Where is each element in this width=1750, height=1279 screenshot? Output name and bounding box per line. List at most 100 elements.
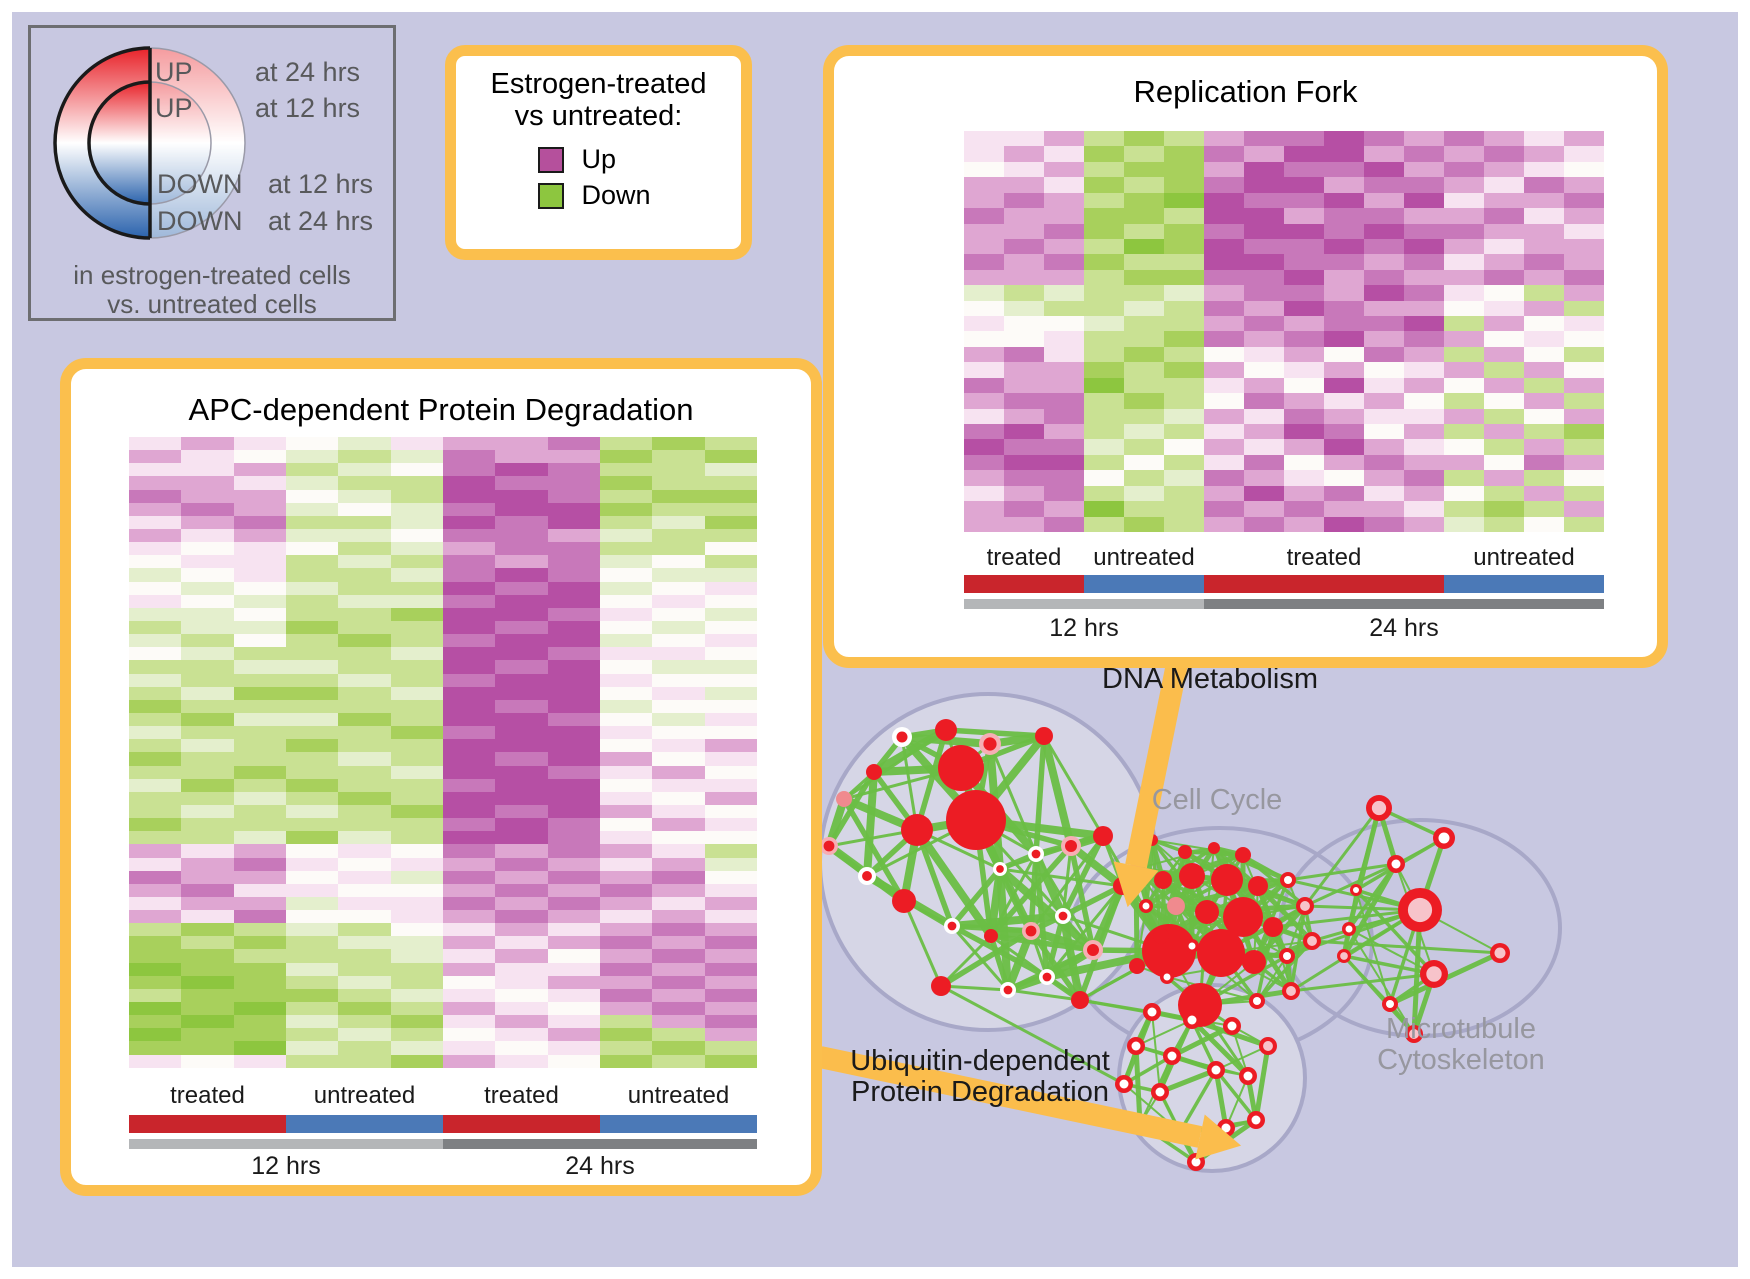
heatmap-cell xyxy=(285,949,339,963)
heatmap-cell xyxy=(181,752,234,766)
ring-at-12-label: at 12 hrs xyxy=(255,93,361,123)
heatmap-cell xyxy=(338,660,391,674)
heatmap-cell xyxy=(442,647,496,661)
heatmap-cell xyxy=(599,739,653,753)
heatmap-cell xyxy=(1164,331,1204,347)
heatmap-cell xyxy=(1004,501,1044,517)
heatmap-cell xyxy=(285,1054,339,1068)
heatmap-cell xyxy=(1564,300,1604,317)
heatmap-row xyxy=(129,1028,757,1042)
heatmap-cell xyxy=(338,450,391,464)
heatmap-cell xyxy=(1564,485,1604,502)
heatmap-cell xyxy=(233,620,286,635)
heatmap-cell xyxy=(599,962,653,976)
network-node-core xyxy=(1263,1041,1273,1051)
heatmap-cell xyxy=(233,936,286,950)
heatmap-cell xyxy=(1124,377,1164,394)
heatmap-cell xyxy=(547,607,600,621)
network-edge xyxy=(1159,1067,1217,1095)
heatmap-cell xyxy=(704,883,757,897)
heatmap-cell xyxy=(1324,223,1364,239)
heatmap-cell xyxy=(181,791,234,805)
heatmap-cell xyxy=(338,620,391,635)
heatmap-cell xyxy=(1244,485,1284,502)
heatmap-cell xyxy=(599,1002,653,1016)
heatmap-cell xyxy=(599,555,653,569)
heatmap-cell xyxy=(390,857,443,871)
heatmap-row xyxy=(129,489,757,503)
heatmap-cell xyxy=(547,476,600,490)
heatmap-cell xyxy=(233,923,286,937)
heatmap-cell xyxy=(129,528,182,543)
network-node-core xyxy=(1155,1087,1165,1097)
heatmap-row xyxy=(964,439,1604,455)
heatmap-row xyxy=(964,316,1604,332)
heatmap-cell xyxy=(1004,254,1044,270)
heatmap-cell xyxy=(652,450,705,464)
heatmap-cell xyxy=(704,660,757,674)
heatmap-cell xyxy=(1004,346,1044,363)
time-label: 12 hrs xyxy=(251,1152,321,1180)
heatmap-row xyxy=(129,660,757,674)
heatmap-cell xyxy=(1044,192,1084,209)
heatmap-cell xyxy=(338,594,391,608)
heatmap-row xyxy=(129,437,757,451)
heatmap-cell xyxy=(390,739,443,753)
network-edge xyxy=(843,728,947,801)
heatmap-cell xyxy=(964,377,1004,394)
heatmap-cell xyxy=(1244,408,1284,425)
network-edge xyxy=(1004,929,1035,992)
heatmap-cell xyxy=(495,450,548,464)
heatmap-row xyxy=(129,542,757,556)
heatmap-cell xyxy=(1484,208,1524,224)
heatmap-cell xyxy=(129,910,182,924)
heatmap-cell xyxy=(1004,439,1044,455)
heatmap-cell xyxy=(1164,254,1204,270)
heatmap-cell xyxy=(652,515,705,529)
heatmap-cell xyxy=(1084,485,1124,502)
heatmap-cell xyxy=(1004,516,1044,532)
heatmap-cell xyxy=(390,726,443,740)
ring-up-24-label: UP xyxy=(155,57,193,87)
heatmap-cell xyxy=(390,818,443,832)
heatmap-cell xyxy=(1324,362,1364,378)
network-node-core xyxy=(1286,986,1296,996)
heatmap-cell xyxy=(1324,439,1364,455)
network-node xyxy=(1211,864,1243,896)
heatmap-cell xyxy=(704,673,757,687)
network-node xyxy=(1129,958,1145,974)
heatmap-cell xyxy=(390,831,443,845)
heatmap-cell xyxy=(964,346,1004,363)
heatmap-cell xyxy=(547,923,600,937)
heatmap-cell xyxy=(442,607,496,621)
heatmap-cell xyxy=(1004,146,1044,162)
heatmap-cell xyxy=(1164,131,1204,147)
heatmap-cell xyxy=(129,765,182,779)
heatmap-cell xyxy=(1364,439,1404,455)
heatmap-cell xyxy=(1204,131,1244,147)
heatmap-cell xyxy=(1284,485,1324,502)
heatmap-cell xyxy=(1124,424,1164,440)
heatmap-row xyxy=(129,949,757,963)
heatmap-cell xyxy=(1444,485,1484,502)
heatmap-cell xyxy=(390,804,443,819)
heatmap-cell xyxy=(129,620,182,635)
heatmap-cell xyxy=(442,910,496,924)
heatmap-cell xyxy=(1484,501,1524,517)
heatmap-cell xyxy=(1164,300,1204,317)
heatmap-cell xyxy=(1004,316,1044,332)
heatmap-cell xyxy=(704,437,757,451)
heatmap-cell xyxy=(1004,485,1044,502)
heatmap-cell xyxy=(1484,316,1524,332)
heatmap-cell xyxy=(1404,238,1444,255)
heatmap-cell xyxy=(442,489,496,503)
heatmap-cell xyxy=(547,949,600,963)
heatmap-row xyxy=(129,581,757,595)
heatmap-cell xyxy=(495,555,548,569)
heatmap-cell xyxy=(1444,208,1484,224)
heatmap-cell xyxy=(233,1041,286,1055)
heatmap-cell xyxy=(1364,485,1404,502)
heatmap-cell xyxy=(285,581,339,595)
replication-fork-box: Replication Fork treated untreated treated… xyxy=(823,45,1668,668)
heatmap-row xyxy=(129,607,757,621)
